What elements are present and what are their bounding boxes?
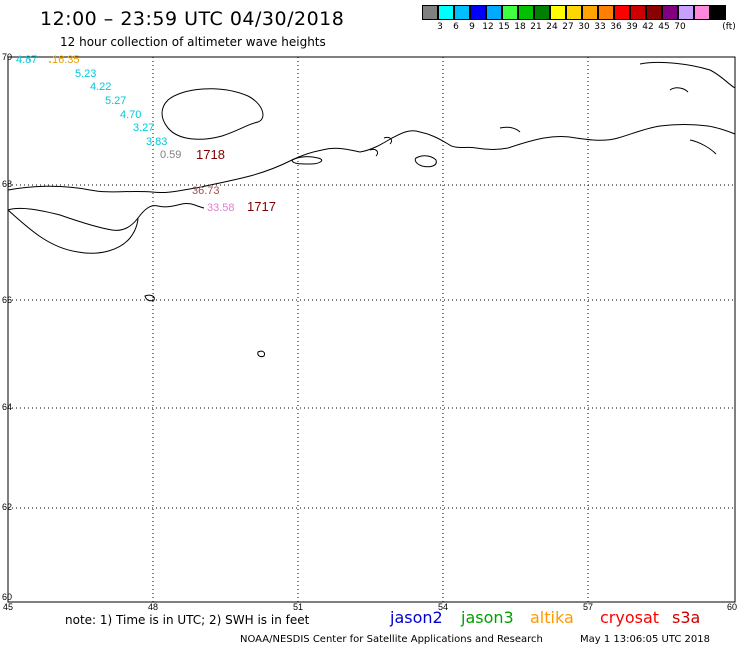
map-gridlines — [8, 57, 735, 602]
footnote: note: 1) Time is in UTC; 2) SWH is in fe… — [65, 613, 310, 627]
coastline — [7, 61, 736, 358]
color-scale-label: 70 — [674, 22, 686, 32]
x-tick-label: 54 — [438, 602, 448, 612]
legend-jason3: jason3 — [461, 608, 514, 627]
color-swatch — [534, 5, 550, 20]
y-tick-label: 66 — [2, 295, 12, 305]
legend-altika: altika — [530, 608, 574, 627]
color-scale-label: 18 — [514, 22, 526, 32]
track-label: 16.35 — [52, 54, 80, 66]
color-swatch — [710, 5, 726, 20]
track-label: 3.27 — [133, 122, 154, 134]
color-swatch — [566, 5, 582, 20]
generated-timestamp: May 1 13:06:05 UTC 2018 — [580, 634, 710, 645]
color-scale-label: 36 — [610, 22, 622, 32]
color-scale-label: 27 — [562, 22, 574, 32]
x-tick-label: 57 — [583, 602, 593, 612]
y-tick-label: 70 — [2, 52, 12, 62]
track-label: 5.27 — [105, 95, 126, 107]
track-time-label: 1718 — [196, 147, 225, 162]
x-tick-label: 60 — [727, 602, 737, 612]
color-swatch — [550, 5, 566, 20]
track-label: 4.70 — [120, 109, 141, 121]
track-time-label: 1717 — [247, 199, 276, 214]
color-scale-label: 30 — [578, 22, 590, 32]
track-label: 4.87 — [16, 54, 37, 66]
color-swatch — [518, 5, 534, 20]
color-scale-label: 39 — [626, 22, 638, 32]
track-label: 5.23 — [75, 68, 96, 80]
color-swatch — [502, 5, 518, 20]
color-swatch — [662, 5, 678, 20]
color-swatch — [646, 5, 662, 20]
x-tick-label: 48 — [148, 602, 158, 612]
color-swatch — [454, 5, 470, 20]
color-swatch — [470, 5, 486, 20]
credit-line: NOAA/NESDIS Center for Satellite Applica… — [240, 634, 543, 645]
y-tick-label: 60 — [2, 592, 12, 602]
color-scale-label: 24 — [546, 22, 558, 32]
color-swatch — [486, 5, 502, 20]
color-scale-label: 6 — [453, 22, 459, 32]
color-swatch — [694, 5, 710, 20]
track-label: 36.73 — [192, 185, 220, 197]
color-scale-label: 33 — [594, 22, 606, 32]
legend-s3a: s3a — [672, 608, 701, 627]
color-scale-label: 45 — [658, 22, 670, 32]
color-scale-bar — [422, 5, 726, 20]
track-label: 33.58 — [207, 202, 235, 214]
y-tick-label: 68 — [2, 179, 12, 189]
map-subtitle: 12 hour collection of altimeter wave hei… — [60, 35, 326, 49]
map-frame — [7, 56, 736, 603]
track-dots — [29, 59, 51, 63]
color-scale-unit: (ft) — [722, 22, 736, 32]
color-scale-label: 21 — [530, 22, 542, 32]
x-tick-label: 45 — [3, 602, 13, 612]
x-tick-label: 51 — [293, 602, 303, 612]
track-label: 0.59 — [160, 149, 181, 161]
color-scale-label: 12 — [482, 22, 494, 32]
color-swatch — [582, 5, 598, 20]
color-swatch — [614, 5, 630, 20]
color-swatch — [438, 5, 454, 20]
color-swatch — [422, 5, 438, 20]
color-scale-label: 42 — [642, 22, 654, 32]
color-scale-label: 9 — [469, 22, 475, 32]
color-swatch — [678, 5, 694, 20]
y-tick-label: 64 — [2, 402, 12, 412]
color-scale-label: 3 — [437, 22, 443, 32]
track-label: 3.83 — [146, 136, 167, 148]
color-scale-labels: 3 6 9 12 15 18 21 24 27 30 33 36 39 42 45 70 (ft) — [422, 22, 740, 34]
track-label: 4.22 — [90, 81, 111, 93]
color-swatch — [630, 5, 646, 20]
map-title: 12:00 – 23:59 UTC 04/30/2018 — [40, 8, 345, 30]
color-scale-label: 15 — [498, 22, 510, 32]
legend-jason2: jason2 — [390, 608, 443, 627]
color-swatch — [598, 5, 614, 20]
y-tick-label: 62 — [2, 502, 12, 512]
legend-cryosat: cryosat — [600, 608, 660, 627]
